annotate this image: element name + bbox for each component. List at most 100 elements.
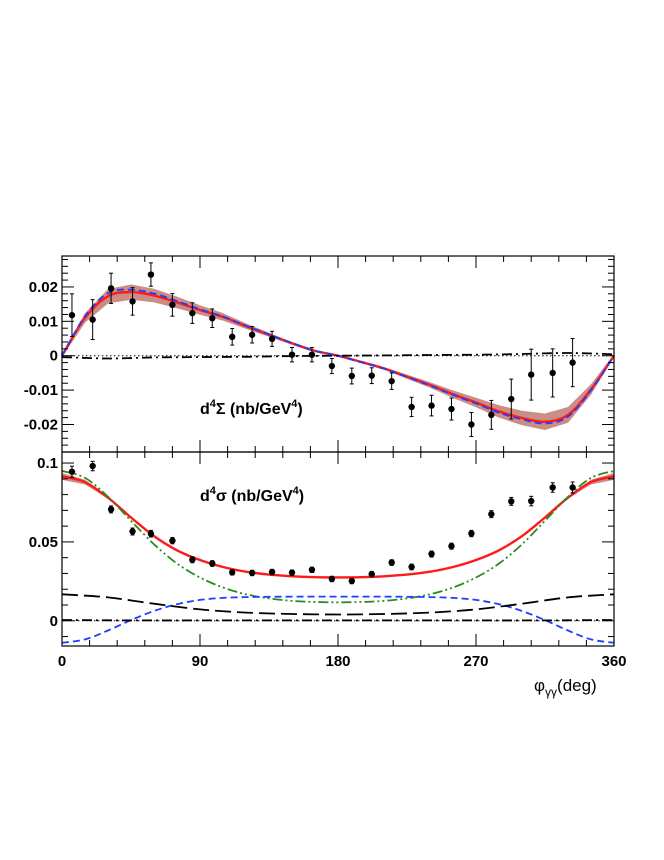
top-data-point <box>209 308 216 329</box>
bottom-series-0 <box>61 475 615 579</box>
bottom-marker <box>308 566 316 574</box>
bottom-data-point <box>348 577 355 585</box>
bottom-marker <box>569 484 576 491</box>
top-curves <box>60 288 615 425</box>
bottom-data-point <box>189 556 196 564</box>
bottom-data-point <box>428 550 435 558</box>
top-marker <box>428 402 435 409</box>
top-data-point <box>169 292 176 317</box>
bottom-data-point <box>248 569 256 577</box>
bottom-data-point <box>468 529 475 538</box>
top-panel: -0.02 -0.01 0 0.01 0.02 d4Σ (nb/GeV4) <box>24 255 615 453</box>
top-data-point <box>388 372 395 390</box>
bottom-data-point <box>89 460 96 472</box>
bottom-marker <box>488 510 495 518</box>
bottom-data-point <box>209 560 216 567</box>
bottom-data-point <box>508 496 515 506</box>
top-marker <box>68 311 76 319</box>
top-data-point <box>268 330 276 347</box>
bottom-marker <box>328 575 336 583</box>
top-marker <box>248 331 256 338</box>
bottom-data-point <box>328 575 336 583</box>
top-marker <box>448 405 455 413</box>
top-y-tick-label: 0.01 <box>29 313 58 330</box>
bottom-marker <box>268 568 276 576</box>
top-data-point <box>189 302 196 324</box>
bottom-data-points <box>68 460 576 585</box>
bottom-panel: 0 0.05 0.1 0 90 180 270 360 d4σ (nb/GeV4) <box>29 451 627 670</box>
bottom-marker <box>288 569 296 576</box>
top-uncertainty-band <box>62 284 614 430</box>
bottom-marker <box>508 498 515 505</box>
bottom-marker <box>428 550 435 558</box>
bottom-marker <box>229 569 236 576</box>
bottom-data-point <box>129 527 136 536</box>
top-data-point <box>288 346 296 363</box>
top-marker <box>209 315 216 322</box>
bottom-data-point <box>448 542 455 550</box>
top-band-area <box>62 284 614 430</box>
bottom-y-tick-label: 0 <box>50 613 58 630</box>
top-data-point <box>348 367 355 385</box>
top-y-tick-label: -0.02 <box>24 416 58 433</box>
top-data-point <box>408 396 415 418</box>
bottom-panel-label: d4σ (nb/GeV4) <box>200 485 304 505</box>
bottom-data-point <box>488 510 495 519</box>
top-data-point <box>147 262 155 287</box>
top-data-point <box>89 299 96 341</box>
top-marker <box>268 335 276 343</box>
top-data-point <box>308 346 316 363</box>
top-marker <box>549 369 556 377</box>
bottom-axes: 0 0.05 0.1 0 90 180 270 360 <box>29 451 627 670</box>
top-marker <box>408 403 415 411</box>
top-marker <box>348 372 355 380</box>
top-data-point <box>368 367 375 385</box>
bottom-x-tick-label: 270 <box>463 653 488 670</box>
bottom-marker <box>448 542 455 550</box>
bottom-data-point <box>268 568 276 576</box>
bottom-data-point <box>107 505 115 514</box>
bottom-data-point <box>288 569 296 576</box>
top-marker <box>569 359 576 366</box>
top-marker <box>508 395 515 403</box>
top-data-point <box>229 328 236 346</box>
bottom-y-tick-label: 0.1 <box>37 455 58 472</box>
top-marker <box>229 333 236 341</box>
top-y-tick-label: 0.02 <box>29 279 58 296</box>
top-marker <box>388 377 395 385</box>
top-marker <box>288 351 296 358</box>
top-data-point <box>448 397 455 421</box>
x-axis-title: φγγ(deg) <box>534 676 597 699</box>
top-marker <box>147 271 155 278</box>
top-marker <box>468 421 475 428</box>
bottom-marker <box>129 528 136 535</box>
bottom-marker <box>528 497 535 505</box>
top-marker <box>328 362 336 370</box>
bottom-data-point <box>549 482 556 493</box>
bottom-marker <box>147 530 155 537</box>
bottom-marker <box>209 560 216 567</box>
bottom-x-tick-label: 0 <box>58 653 66 670</box>
top-axes: -0.02 -0.01 0 0.01 0.02 <box>24 255 615 453</box>
top-panel-label: d4Σ (nb/GeV4) <box>200 398 303 418</box>
bottom-marker <box>248 569 256 577</box>
top-series-2 <box>61 352 615 360</box>
bottom-marker <box>348 577 355 585</box>
bottom-data-point <box>68 465 76 478</box>
top-data-point <box>248 325 256 344</box>
top-data-point <box>328 357 336 375</box>
top-data-point <box>129 287 136 316</box>
top-y-tick-label: 0 <box>50 348 58 365</box>
bottom-marker <box>368 570 375 578</box>
top-y-tick-label: -0.01 <box>24 382 58 399</box>
bottom-x-tick-label: 90 <box>192 653 209 670</box>
top-marker <box>528 371 535 378</box>
bottom-marker <box>189 556 196 563</box>
top-data-point <box>68 293 76 337</box>
top-marker <box>308 351 316 358</box>
bottom-series-2 <box>61 595 615 644</box>
bottom-data-point <box>147 529 155 538</box>
bottom-data-point <box>368 570 375 578</box>
bottom-series-1 <box>61 470 615 604</box>
top-marker <box>488 411 495 419</box>
